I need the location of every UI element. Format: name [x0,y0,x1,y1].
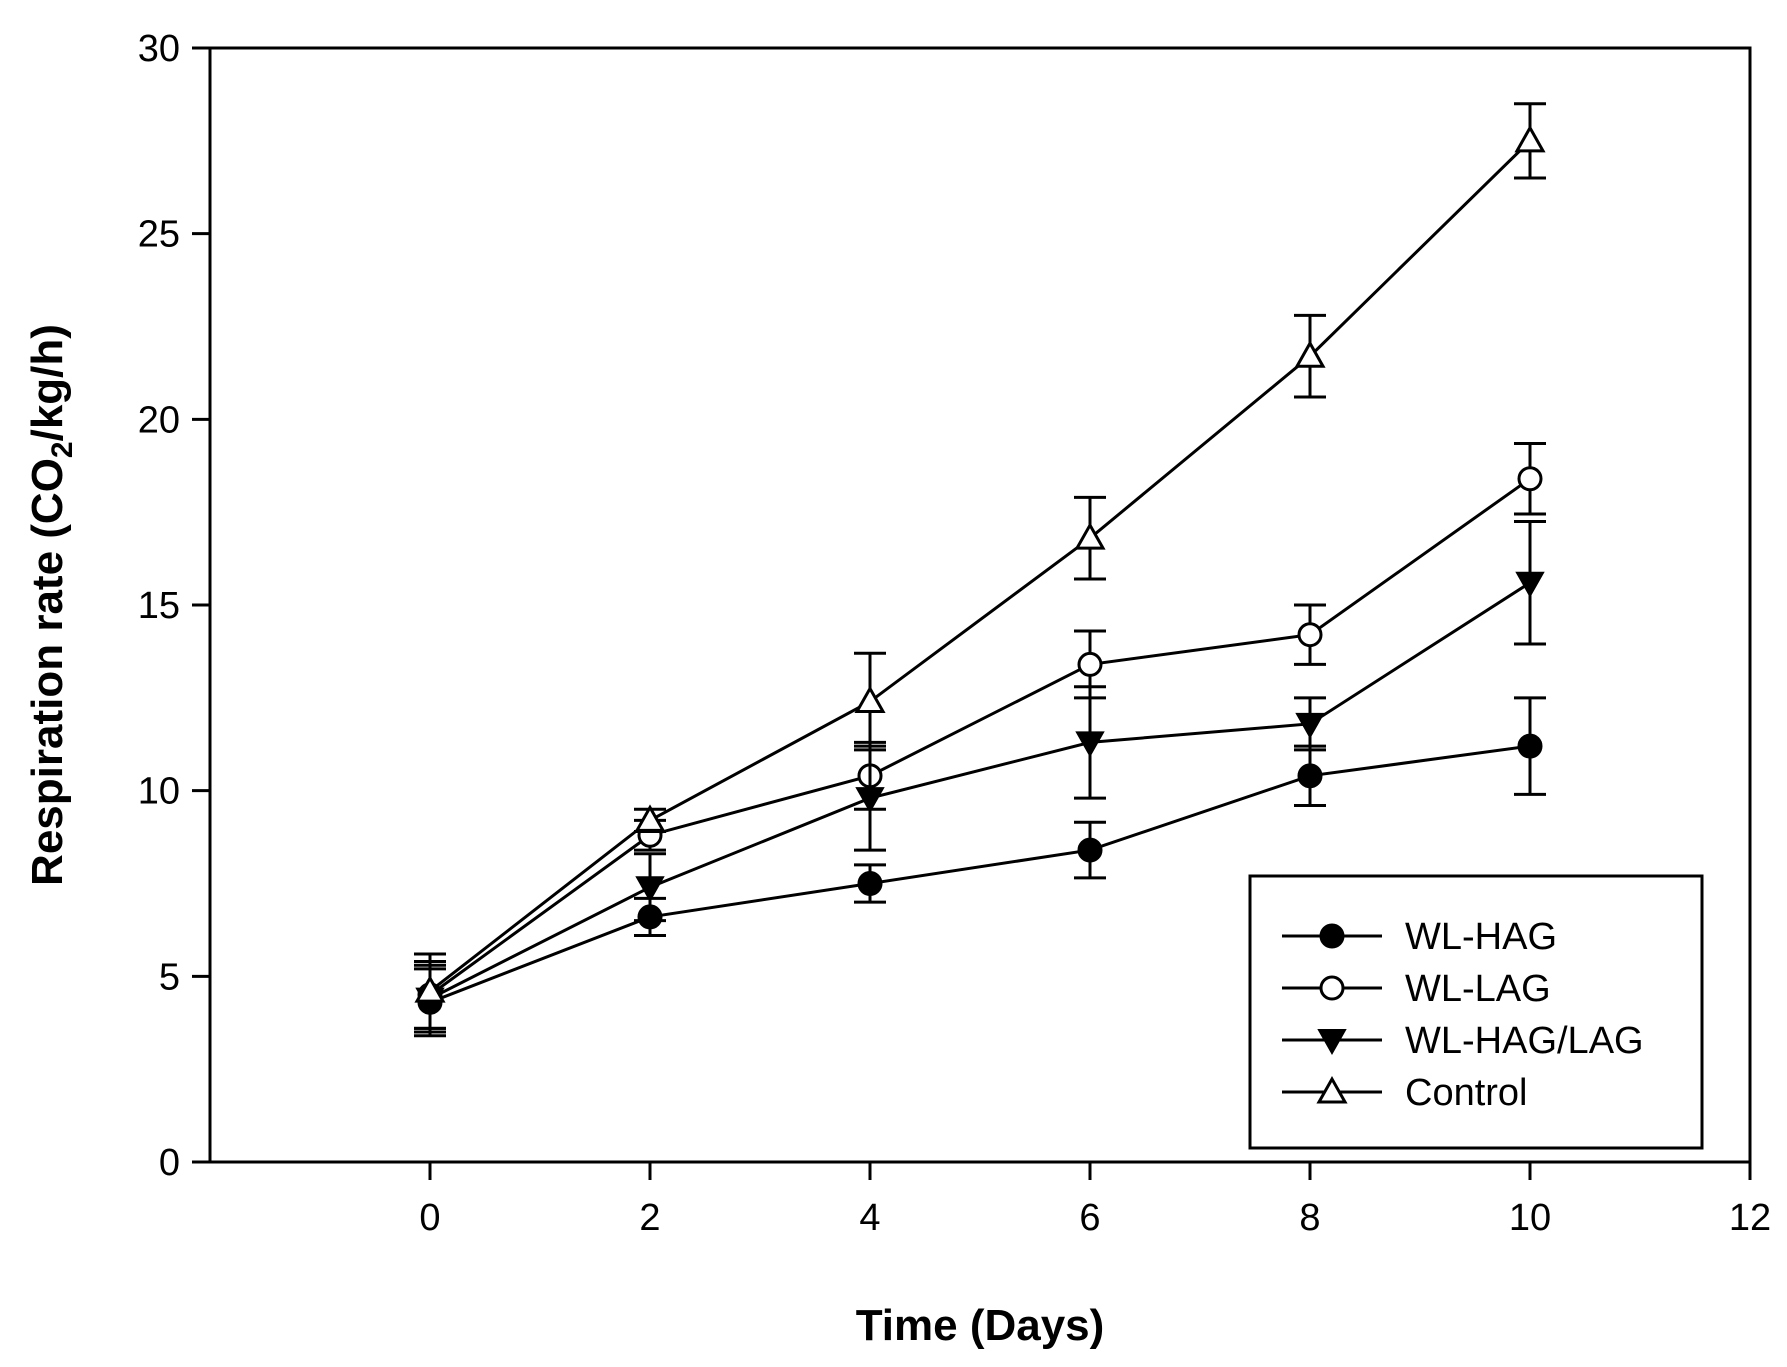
data-point-2-4 [1295,712,1325,739]
legend: WL-HAG WL-LAG WL-HAG/LAG Control [1248,874,1704,1150]
data-point-3-1 [634,804,666,832]
y-axis-ticks: 0 5 10 15 20 25 30 [138,28,210,1184]
y-tick-label-3: 15 [138,585,180,627]
data-point-0-3 [1077,837,1103,863]
x-tick-label-4: 8 [1299,1197,1320,1239]
x-tick-label-5: 10 [1509,1197,1551,1239]
y-axis-title-prefix: Respiration rate (CO [23,458,72,886]
series-2-error-bars [414,519,1546,1034]
data-point-2-2 [855,787,885,814]
data-point-3-5 [1514,124,1546,153]
y-axis-title-suffix: /kg/h) [23,324,72,441]
series-line-0 [429,744,1531,1004]
y-tick-label-1: 5 [159,956,180,998]
data-point-0-5 [1517,733,1543,759]
y-tick-label-4: 20 [138,399,180,441]
x-axis-title: Time (Days) [856,1301,1105,1350]
data-point-0-2 [857,871,883,896]
y-tick-label-6: 30 [138,28,180,70]
legend-label-2: WL-HAG/LAG [1405,1020,1644,1062]
series-layer [414,102,1546,1038]
series-line-1 [429,477,1531,997]
legend-label-3: Control [1405,1072,1528,1114]
legend-label-0: WL-HAG [1405,916,1557,958]
series-line-2 [429,581,1531,1000]
data-point-3-0 [414,975,446,1003]
x-tick-label-3: 6 [1079,1197,1100,1239]
data-point-1-4 [1297,622,1323,648]
legend-marker-2 [1317,1029,1347,1056]
data-point-1-5 [1517,466,1543,492]
data-point-1-3 [1077,651,1103,677]
data-point-3-3 [1074,522,1106,550]
series-line-3 [429,139,1532,993]
data-point-2-1 [635,876,665,903]
series-WL-HAG [414,696,1546,1038]
y-axis-title-subscript: 2 [46,441,79,458]
x-tick-label-1: 2 [639,1197,660,1239]
legend-label-1: WL-LAG [1405,968,1551,1010]
data-point-0-4 [1297,763,1323,789]
x-tick-label-6: 12 [1729,1197,1771,1239]
x-tick-label-0: 0 [419,1197,440,1239]
data-point-2-5 [1515,571,1545,598]
y-tick-label-2: 10 [138,771,180,813]
data-point-2-3 [1075,731,1105,758]
legend-marker-1 [1319,975,1345,1001]
data-point-3-4 [1294,340,1326,368]
y-tick-label-5: 25 [138,214,180,256]
series-Control [414,102,1546,1030]
legend-marker-3 [1316,1075,1348,1104]
data-point-3-2 [854,685,886,714]
series-WL-LAG [414,441,1546,1030]
y-axis-title: Respiration rate (CO2/kg/h) [23,324,79,886]
legend-marker-0 [1319,923,1345,949]
x-tick-label-2: 4 [859,1197,880,1239]
y-tick-label-0: 0 [159,1142,180,1184]
x-axis-ticks: 0 2 4 6 8 10 12 [419,1162,1771,1239]
